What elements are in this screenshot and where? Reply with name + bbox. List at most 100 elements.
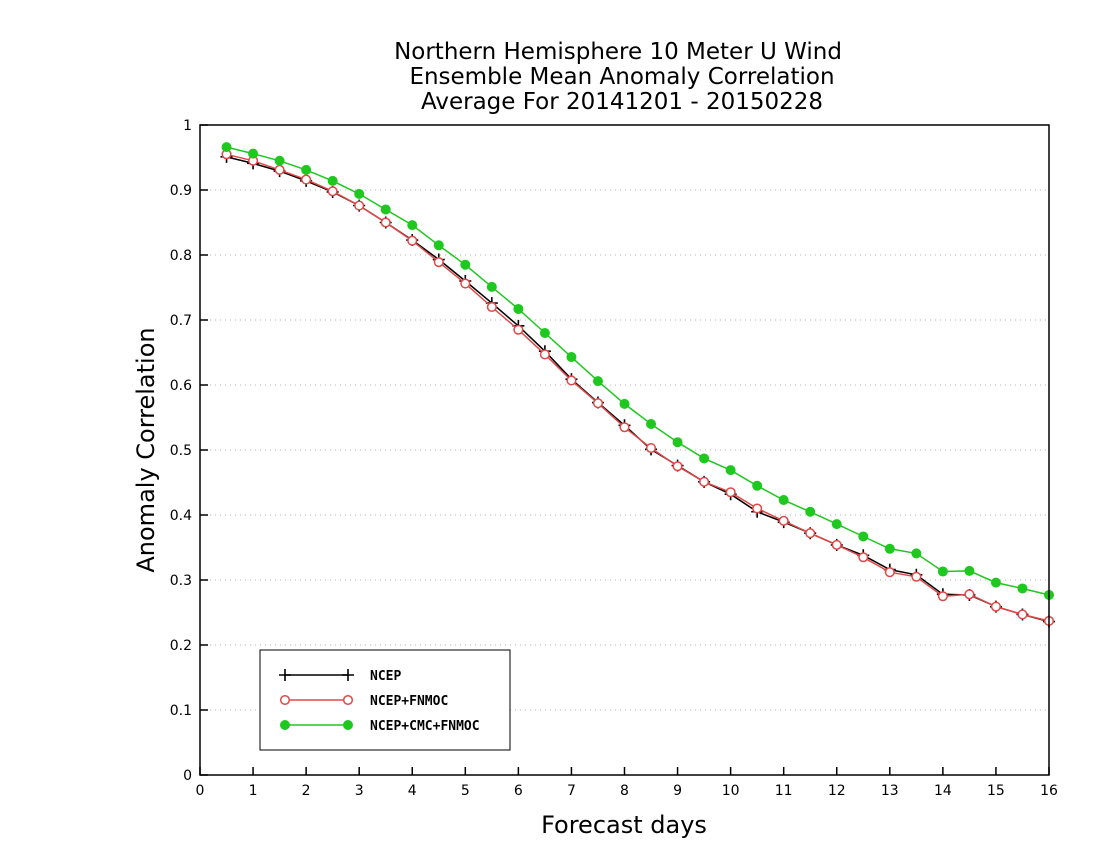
data-point-ncep-fnmoc [619,422,630,433]
data-point-ncep-fnmoc [752,503,763,514]
data-point-ncep-fnmoc [592,398,604,409]
data-point-ncep-fnmoc [937,591,948,602]
legend: NCEP NCEP+FNMOC NCEP+CMC+FNMOC [259,649,511,751]
data-point-ncep-cmc-fnmoc [248,148,259,159]
x-tick-label: 10 [722,783,740,799]
series-line-ncep-fnmoc [226,153,1050,622]
legend-marker [342,694,354,706]
x-tick-label: 15 [987,783,1005,799]
x-tick-label: 16 [1040,783,1058,799]
y-tick-label: 0.5 [170,443,192,459]
data-point-ncep-fnmoc [460,278,471,289]
legend-marker [279,669,291,681]
series-ncep [220,150,1055,628]
data-point-ncep-fnmoc [354,200,365,211]
data-point-ncep-cmc-fnmoc [566,352,577,363]
chart-title-line-1: Northern Hemisphere 10 Meter U Wind [394,39,842,65]
data-point-ncep-fnmoc [990,601,1001,612]
data-point-ncep-fnmoc [513,324,524,335]
data-point-ncep-cmc-fnmoc [513,303,524,314]
data-point-ncep-fnmoc [964,589,975,600]
data-point-ncep-cmc-fnmoc [380,204,391,215]
data-point-ncep-fnmoc [566,375,577,386]
data-point-ncep-cmc-fnmoc [911,548,922,559]
data-point-ncep-cmc-fnmoc [964,565,975,576]
data-point-ncep-cmc-fnmoc [725,465,736,476]
x-tick-label: 5 [461,783,470,799]
data-point-ncep-cmc-fnmoc [407,220,418,231]
data-point-ncep-cmc-fnmoc [1017,583,1028,594]
y-tick-label: 0.2 [170,638,192,654]
chart-title: Northern Hemisphere 10 Meter U Wind Ense… [394,39,842,115]
data-point-ncep-fnmoc [858,552,869,563]
x-tick-label: 13 [881,783,899,799]
y-tick-label: 0.9 [170,183,192,199]
legend-marker [342,669,354,681]
data-point-ncep-fnmoc [486,301,497,313]
data-point-ncep-cmc-fnmoc [699,453,710,464]
y-tick-label: 0 [183,768,192,784]
data-point-ncep-fnmoc [539,349,550,360]
x-tick-label: 8 [620,783,629,799]
x-tick-label: 9 [673,783,682,799]
series-ncep-cmc-fnmoc [221,142,1054,600]
x-tick-label: 1 [249,783,258,799]
x-tick-label: 3 [355,783,364,799]
series-line-ncep-cmc-fnmoc [226,146,1050,596]
data-point-ncep-cmc-fnmoc [752,480,763,491]
legend-label: NCEP+FNMOC [370,694,448,709]
x-tick-label: 4 [408,783,417,799]
data-point-ncep-fnmoc [911,571,922,582]
chart-title-line-2: Ensemble Mean Anomaly Correlation [409,64,834,90]
data-point-ncep-fnmoc [725,487,736,498]
x-tick-label: 7 [567,783,576,799]
legend-label: NCEP+CMC+FNMOC [370,719,480,734]
x-tick-label: 2 [302,783,311,799]
data-point-ncep-fnmoc [645,443,657,454]
y-tick-label: 0.4 [170,508,192,524]
data-point-ncep-cmc-fnmoc [672,437,683,448]
x-tick-label: 14 [934,783,952,799]
y-tick-label: 1 [183,118,192,134]
data-point-ncep-fnmoc [778,515,789,526]
data-point-ncep-cmc-fnmoc [221,142,232,153]
data-point-ncep-cmc-fnmoc [778,495,789,506]
y-tick-label: 0.8 [170,248,192,264]
data-point-ncep-fnmoc [380,217,391,228]
legend-entry-ncep-fnmoc: NCEP+FNMOC [279,694,448,709]
y-tick-label: 0.1 [170,703,192,719]
data-point-ncep-cmc-fnmoc [433,240,444,251]
data-point-ncep-fnmoc [327,186,338,197]
data-point-ncep-fnmoc [1017,609,1028,620]
data-point-ncep-cmc-fnmoc [486,281,497,292]
chart-title-line-3: Average For 20141201 - 20150228 [421,89,823,115]
data-point-ncep-cmc-fnmoc [460,259,471,270]
legend-entry-ncep-cmc-fnmoc: NCEP+CMC+FNMOC [280,719,480,734]
data-point-ncep-cmc-fnmoc [539,328,550,338]
data-point-ncep-cmc-fnmoc [884,543,895,554]
plot-frame [199,124,1050,776]
series-ncep-fnmoc [221,149,1055,627]
data-point-ncep-cmc-fnmoc [831,519,842,530]
x-tick-label: 6 [514,783,523,799]
y-tick-label: 0.3 [170,573,192,589]
data-point-ncep-cmc-fnmoc [858,531,869,542]
data-point-ncep-fnmoc [672,461,683,472]
data-point-ncep-cmc-fnmoc [354,188,365,199]
data-point-ncep-fnmoc [831,539,842,550]
y-axis-title: Anomaly Correlation [132,327,160,572]
axis-ticks: 00.10.20.30.40.50.60.70.80.910 1 2 3 4 5 6 7 8 9 1… [170,118,1058,799]
data-point-ncep-fnmoc [884,567,895,578]
legend-marker [280,720,290,730]
grid-lines [200,189,1049,711]
data-point-ncep-cmc-fnmoc [301,164,312,175]
legend-marker [279,694,291,706]
legend-marker [343,720,353,730]
y-tick-label: 0.6 [170,378,192,394]
data-point-ncep-cmc-fnmoc [327,175,338,186]
data-point-ncep-fnmoc [805,528,816,539]
x-tick-label: 12 [828,783,846,799]
data-point-ncep-cmc-fnmoc [592,376,603,387]
data-point-ncep-fnmoc [407,235,418,246]
x-axis-title: Forecast days [541,811,707,839]
